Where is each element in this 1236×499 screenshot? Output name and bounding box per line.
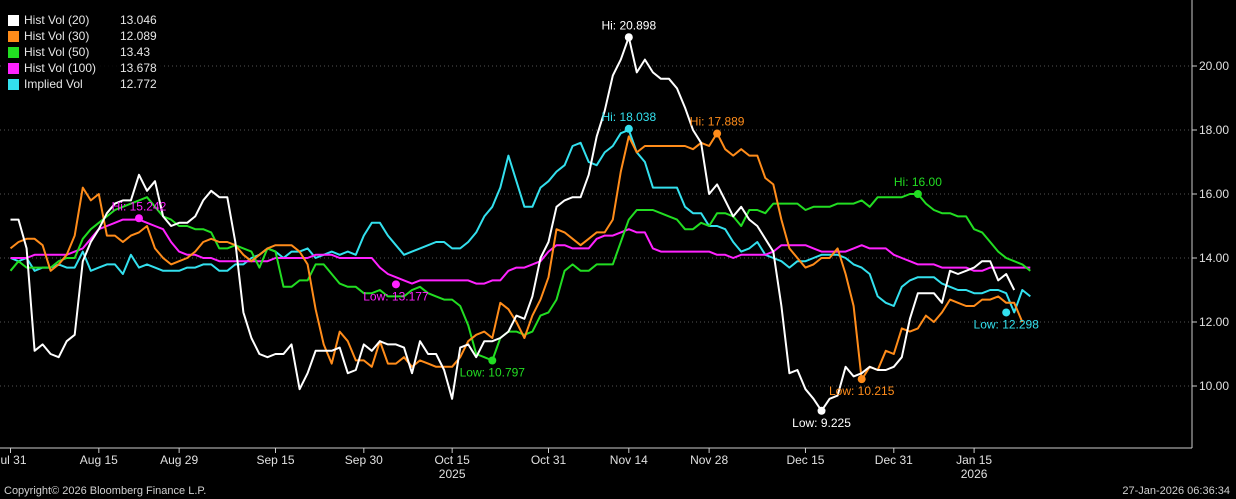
legend-swatch [8, 46, 19, 58]
legend-series-value: 13.43 [120, 45, 151, 59]
legend-series-value: 12.089 [120, 29, 157, 43]
legend-swatch [8, 30, 19, 42]
y-tick-label: 16.00 [1199, 187, 1229, 201]
x-tick-label: Oct 15 [434, 453, 470, 467]
x-tick-label: Jul 31 [0, 453, 27, 467]
legend-series-name: Implied Vol [24, 77, 83, 91]
series-line-hist-vol-100 [10, 218, 1031, 285]
marker-label: Hi: 17.889 [690, 115, 745, 129]
marker-label: Hi: 16.00 [894, 175, 942, 189]
marker-label: Low: 12.298 [974, 317, 1040, 331]
x-tick-label: Aug 29 [160, 453, 198, 467]
x-tick-label: Sep 30 [345, 453, 383, 467]
copyright-notice: Copyright© 2026 Bloomberg Finance L.P. [4, 485, 207, 497]
x-tick-label: Nov 28 [690, 453, 728, 467]
x-year-label: 2025 [439, 467, 466, 481]
x-tick-label: Dec 15 [786, 453, 824, 467]
legend-series-name: Hist Vol (30) [24, 29, 90, 43]
legend-series-name: Hist Vol (100) [24, 61, 97, 75]
legend-series-value: 12.772 [120, 77, 157, 91]
series-line-implied-vol [10, 129, 1031, 314]
y-tick-label: 18.00 [1199, 123, 1229, 137]
marker-dot [913, 190, 922, 198]
x-tick-label: Dec 31 [875, 453, 913, 467]
legend-series-value: 13.678 [120, 61, 157, 75]
marker-dot [713, 129, 722, 138]
x-tick-label: Nov 14 [610, 453, 648, 467]
marker-dot [1002, 308, 1011, 317]
marker-dot [624, 124, 633, 133]
marker-label: Low: 10.797 [460, 365, 526, 379]
legend-series-value: 13.046 [120, 13, 157, 27]
legend-series-name: Hist Vol (20) [24, 13, 90, 27]
marker-label: Low: 9.225 [792, 416, 851, 430]
marker-label: Hi: 18.038 [601, 110, 656, 124]
x-tick-label: Oct 31 [531, 453, 567, 467]
marker-label: Hi: 15.242 [112, 199, 167, 213]
y-tick-label: 12.00 [1199, 315, 1229, 329]
series-line-hist-vol-30 [9, 132, 1024, 381]
x-tick-label: Sep 15 [256, 453, 294, 467]
legend-item-hist-vol-30[interactable]: Hist Vol (30) 12.089 [8, 28, 157, 44]
marker-label: Hi: 20.898 [601, 18, 656, 32]
marker-dot [817, 406, 826, 415]
x-year-label: 2026 [961, 467, 988, 481]
marker-dot [391, 280, 400, 289]
legend-swatch [8, 62, 19, 74]
series-line-hist-vol-20 [10, 36, 1016, 412]
y-tick-label: 10.00 [1199, 379, 1229, 393]
marker-dot [134, 214, 143, 223]
x-tick-label: Jan 15 [956, 453, 992, 467]
marker-dot [857, 375, 866, 384]
marker-label: Low: 10.215 [829, 384, 895, 398]
legend-swatch [8, 78, 19, 90]
legend: Hist Vol (20) 13.046 Hist Vol (30) 12.08… [4, 10, 161, 94]
legend-swatch [8, 14, 19, 26]
marker-dot [624, 33, 633, 42]
legend-series-name: Hist Vol (50) [24, 45, 90, 59]
legend-item-hist-vol-50[interactable]: Hist Vol (50) 13.43 [8, 44, 157, 60]
y-tick-label: 14.00 [1199, 251, 1229, 265]
x-tick-label: Aug 15 [80, 453, 118, 467]
series-line-hist-vol-50 [9, 193, 1031, 362]
marker-label: Low: 13.177 [363, 289, 429, 303]
legend-item-hist-vol-20[interactable]: Hist Vol (20) 13.046 [8, 12, 157, 28]
y-tick-label: 20.00 [1199, 59, 1229, 73]
legend-item-hist-vol-100[interactable]: Hist Vol (100) 13.678 [8, 60, 157, 76]
marker-dot [488, 356, 497, 365]
timestamp: 27-Jan-2026 06:36:34 [1122, 485, 1230, 497]
legend-item-implied-vol[interactable]: Implied Vol 12.772 [8, 76, 157, 92]
